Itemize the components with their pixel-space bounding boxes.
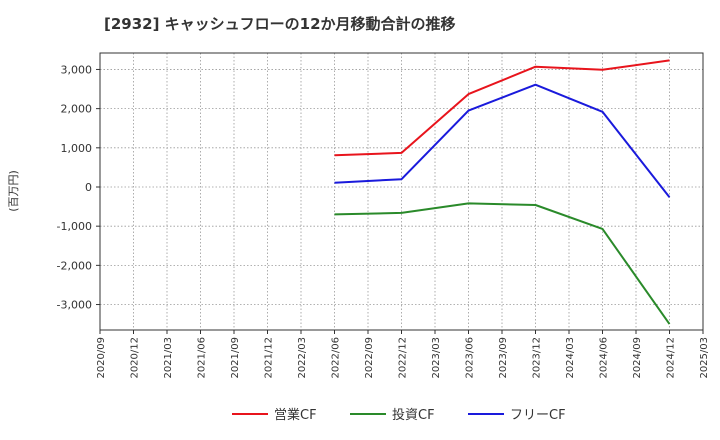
x-tick-label: 2025/03 [699, 337, 710, 379]
grid [99, 53, 704, 330]
x-tick-label: 2024/03 [565, 337, 576, 379]
x-tick-label: 2021/09 [230, 337, 241, 379]
x-tick-label: 2024/09 [632, 337, 643, 379]
x-tick-label: 2022/03 [297, 337, 308, 379]
legend-label: 営業CF [274, 407, 317, 423]
x-tick-label: 2022/12 [398, 337, 409, 379]
y-tick-label: -3,000 [57, 299, 92, 312]
y-tick-label: -2,000 [57, 259, 92, 272]
x-tick-label: 2022/09 [364, 337, 375, 379]
x-tick-label: 2020/09 [96, 337, 107, 379]
x-tick-label: 2021/12 [264, 337, 275, 379]
x-tick-label: 2021/06 [197, 337, 208, 379]
legend-label: フリーCF [510, 408, 566, 423]
x-tick-label: 2023/09 [498, 337, 509, 379]
x-axis: 2020/09 2020/12 2021/03 2021/06 2021/09 2021/… [96, 330, 710, 379]
x-tick-label: 2023/03 [431, 337, 442, 379]
y-tick-label: 0 [85, 181, 92, 194]
x-tick-label: 2022/06 [331, 337, 342, 379]
y-tick-label: 3,000 [61, 63, 93, 76]
x-tick-label: 2024/06 [599, 337, 610, 379]
y-tick-label: 1,000 [61, 142, 93, 155]
chart-title: [2932] キャッシュフローの12か月移動合計の推移 [104, 15, 456, 33]
y-tick-label: -1,000 [57, 220, 92, 233]
series-line [334, 83, 671, 198]
x-tick-label: 2023/06 [465, 337, 476, 379]
x-tick-label: 2024/12 [666, 337, 677, 379]
x-tick-label: 2021/03 [163, 337, 174, 379]
x-tick-label: 2023/12 [532, 337, 543, 379]
y-tick-label: 2,000 [61, 103, 93, 116]
series-line [334, 59, 670, 157]
legend: 営業CF 投資CF フリーCF [232, 407, 566, 423]
x-tick-label: 2020/12 [130, 337, 141, 379]
series-group [334, 59, 671, 325]
y-axis-label: (百万円) [7, 170, 20, 212]
legend-label: 投資CF [392, 407, 435, 423]
series-line [334, 202, 671, 325]
y-axis: 3,000 2,000 1,000 0 -1,000 -2,000 -3,000 [57, 63, 100, 312]
